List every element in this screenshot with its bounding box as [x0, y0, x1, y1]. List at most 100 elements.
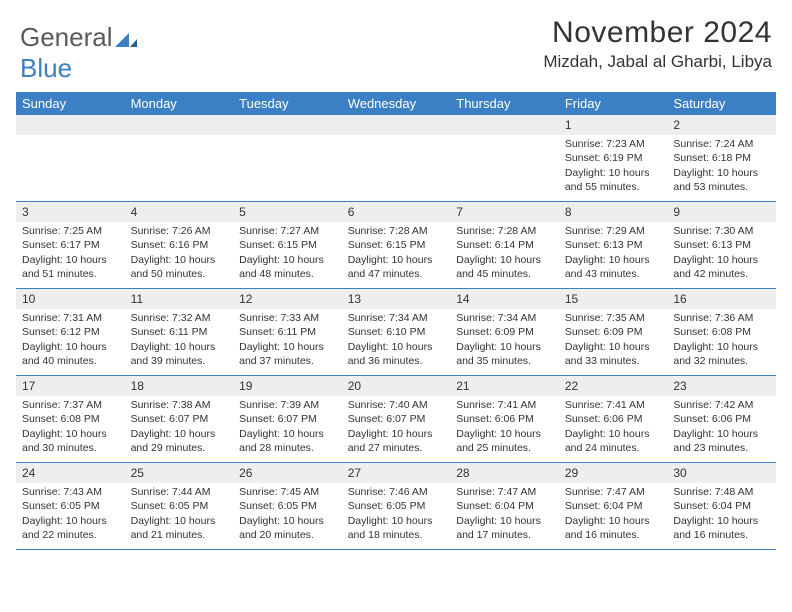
day-cell	[16, 115, 125, 202]
daylight-line: Daylight: 10 hours and 51 minutes.	[22, 253, 119, 281]
day-number	[450, 115, 559, 135]
title-block: November 2024 Mizdah, Jabal al Gharbi, L…	[543, 16, 772, 72]
daylight-line: Daylight: 10 hours and 50 minutes.	[131, 253, 228, 281]
sunrise-line: Sunrise: 7:24 AM	[673, 137, 770, 151]
day-body: Sunrise: 7:35 AMSunset: 6:09 PMDaylight:…	[559, 309, 668, 372]
sunset-line: Sunset: 6:10 PM	[348, 325, 445, 339]
day-cell-inner: 27Sunrise: 7:46 AMSunset: 6:05 PMDayligh…	[342, 463, 451, 549]
day-number: 20	[342, 376, 451, 396]
sunrise-line: Sunrise: 7:36 AM	[673, 311, 770, 325]
sunrise-line: Sunrise: 7:41 AM	[565, 398, 662, 412]
sunrise-line: Sunrise: 7:47 AM	[456, 485, 553, 499]
sunset-line: Sunset: 6:19 PM	[565, 151, 662, 165]
day-cell-inner: 3Sunrise: 7:25 AMSunset: 6:17 PMDaylight…	[16, 202, 125, 288]
day-cell: 23Sunrise: 7:42 AMSunset: 6:06 PMDayligh…	[667, 376, 776, 463]
sunrise-line: Sunrise: 7:48 AM	[673, 485, 770, 499]
header: General Blue November 2024 Mizdah, Jabal…	[16, 16, 776, 84]
month-title: November 2024	[543, 16, 772, 50]
day-cell: 5Sunrise: 7:27 AMSunset: 6:15 PMDaylight…	[233, 202, 342, 289]
day-number: 29	[559, 463, 668, 483]
day-cell: 15Sunrise: 7:35 AMSunset: 6:09 PMDayligh…	[559, 289, 668, 376]
day-number: 26	[233, 463, 342, 483]
day-cell: 8Sunrise: 7:29 AMSunset: 6:13 PMDaylight…	[559, 202, 668, 289]
day-cell-inner: 29Sunrise: 7:47 AMSunset: 6:04 PMDayligh…	[559, 463, 668, 549]
daylight-line: Daylight: 10 hours and 27 minutes.	[348, 427, 445, 455]
daylight-line: Daylight: 10 hours and 28 minutes.	[239, 427, 336, 455]
daylight-line: Daylight: 10 hours and 21 minutes.	[131, 514, 228, 542]
sunset-line: Sunset: 6:05 PM	[348, 499, 445, 513]
sunrise-line: Sunrise: 7:34 AM	[348, 311, 445, 325]
week-row: 3Sunrise: 7:25 AMSunset: 6:17 PMDaylight…	[16, 202, 776, 289]
day-body: Sunrise: 7:47 AMSunset: 6:04 PMDaylight:…	[450, 483, 559, 546]
sunset-line: Sunset: 6:05 PM	[239, 499, 336, 513]
sunset-line: Sunset: 6:04 PM	[565, 499, 662, 513]
sunrise-line: Sunrise: 7:43 AM	[22, 485, 119, 499]
day-body: Sunrise: 7:44 AMSunset: 6:05 PMDaylight:…	[125, 483, 234, 546]
day-cell-inner: 21Sunrise: 7:41 AMSunset: 6:06 PMDayligh…	[450, 376, 559, 462]
weekday-header: Thursday	[450, 92, 559, 115]
day-body: Sunrise: 7:39 AMSunset: 6:07 PMDaylight:…	[233, 396, 342, 459]
sunrise-line: Sunrise: 7:44 AM	[131, 485, 228, 499]
sunset-line: Sunset: 6:08 PM	[673, 325, 770, 339]
day-number: 15	[559, 289, 668, 309]
day-cell-inner: 24Sunrise: 7:43 AMSunset: 6:05 PMDayligh…	[16, 463, 125, 549]
sunrise-line: Sunrise: 7:45 AM	[239, 485, 336, 499]
sunset-line: Sunset: 6:11 PM	[131, 325, 228, 339]
sunset-line: Sunset: 6:06 PM	[456, 412, 553, 426]
daylight-line: Daylight: 10 hours and 33 minutes.	[565, 340, 662, 368]
day-cell-inner: 4Sunrise: 7:26 AMSunset: 6:16 PMDaylight…	[125, 202, 234, 288]
day-number: 30	[667, 463, 776, 483]
daylight-line: Daylight: 10 hours and 36 minutes.	[348, 340, 445, 368]
day-number: 4	[125, 202, 234, 222]
day-number: 27	[342, 463, 451, 483]
sunrise-line: Sunrise: 7:41 AM	[456, 398, 553, 412]
day-number: 6	[342, 202, 451, 222]
day-number: 18	[125, 376, 234, 396]
calendar-table: SundayMondayTuesdayWednesdayThursdayFrid…	[16, 92, 776, 550]
sunrise-line: Sunrise: 7:29 AM	[565, 224, 662, 238]
day-cell-inner: 26 Sunrise: 7:45 AMSunset: 6:05 PMDayligh…	[233, 463, 342, 549]
day-number: 1	[559, 115, 668, 135]
day-cell: 7Sunrise: 7:28 AMSunset: 6:14 PMDaylight…	[450, 202, 559, 289]
daylight-line: Daylight: 10 hours and 23 minutes.	[673, 427, 770, 455]
daylight-line: Daylight: 10 hours and 32 minutes.	[673, 340, 770, 368]
day-cell-inner: 28Sunrise: 7:47 AMSunset: 6:04 PMDayligh…	[450, 463, 559, 549]
daylight-line: Daylight: 10 hours and 20 minutes.	[239, 514, 336, 542]
day-cell-inner: 13Sunrise: 7:34 AMSunset: 6:10 PMDayligh…	[342, 289, 451, 375]
daylight-line: Daylight: 10 hours and 42 minutes.	[673, 253, 770, 281]
sunset-line: Sunset: 6:13 PM	[673, 238, 770, 252]
day-number: 28	[450, 463, 559, 483]
sunset-line: Sunset: 6:16 PM	[131, 238, 228, 252]
sunrise-line: Sunrise: 7:25 AM	[22, 224, 119, 238]
sunset-line: Sunset: 6:11 PM	[239, 325, 336, 339]
day-cell-inner: 7Sunrise: 7:28 AMSunset: 6:14 PMDaylight…	[450, 202, 559, 288]
day-cell-inner: 22Sunrise: 7:41 AMSunset: 6:06 PMDayligh…	[559, 376, 668, 462]
day-cell: 26 Sunrise: 7:45 AMSunset: 6:05 PMDayligh…	[233, 463, 342, 550]
week-row: 24Sunrise: 7:43 AMSunset: 6:05 PMDayligh…	[16, 463, 776, 550]
sunset-line: Sunset: 6:09 PM	[456, 325, 553, 339]
day-body: Sunrise: 7:29 AMSunset: 6:13 PMDaylight:…	[559, 222, 668, 285]
day-body: Sunrise: 7:32 AMSunset: 6:11 PMDaylight:…	[125, 309, 234, 372]
daylight-line: Daylight: 10 hours and 16 minutes.	[673, 514, 770, 542]
sunset-line: Sunset: 6:04 PM	[456, 499, 553, 513]
sunrise-line: Sunrise: 7:35 AM	[565, 311, 662, 325]
weekday-header: Sunday	[16, 92, 125, 115]
day-cell: 13Sunrise: 7:34 AMSunset: 6:10 PMDayligh…	[342, 289, 451, 376]
day-cell: 12Sunrise: 7:33 AMSunset: 6:11 PMDayligh…	[233, 289, 342, 376]
day-body: Sunrise: 7:41 AMSunset: 6:06 PMDaylight:…	[559, 396, 668, 459]
daylight-line: Daylight: 10 hours and 35 minutes.	[456, 340, 553, 368]
day-cell-inner	[16, 115, 125, 201]
day-cell-inner: 12Sunrise: 7:33 AMSunset: 6:11 PMDayligh…	[233, 289, 342, 375]
logo: General Blue	[20, 22, 137, 84]
day-number	[16, 115, 125, 135]
sunrise-line: Sunrise: 7:32 AM	[131, 311, 228, 325]
day-body: Sunrise: 7:41 AMSunset: 6:06 PMDaylight:…	[450, 396, 559, 459]
sunset-line: Sunset: 6:04 PM	[673, 499, 770, 513]
sunset-line: Sunset: 6:15 PM	[348, 238, 445, 252]
logo-text-gray: General	[20, 22, 113, 52]
day-cell: 10Sunrise: 7:31 AMSunset: 6:12 PMDayligh…	[16, 289, 125, 376]
sunrise-line: Sunrise: 7:40 AM	[348, 398, 445, 412]
logo-text-blue: Blue	[20, 53, 72, 83]
daylight-line: Daylight: 10 hours and 40 minutes.	[22, 340, 119, 368]
day-cell-inner	[233, 115, 342, 201]
